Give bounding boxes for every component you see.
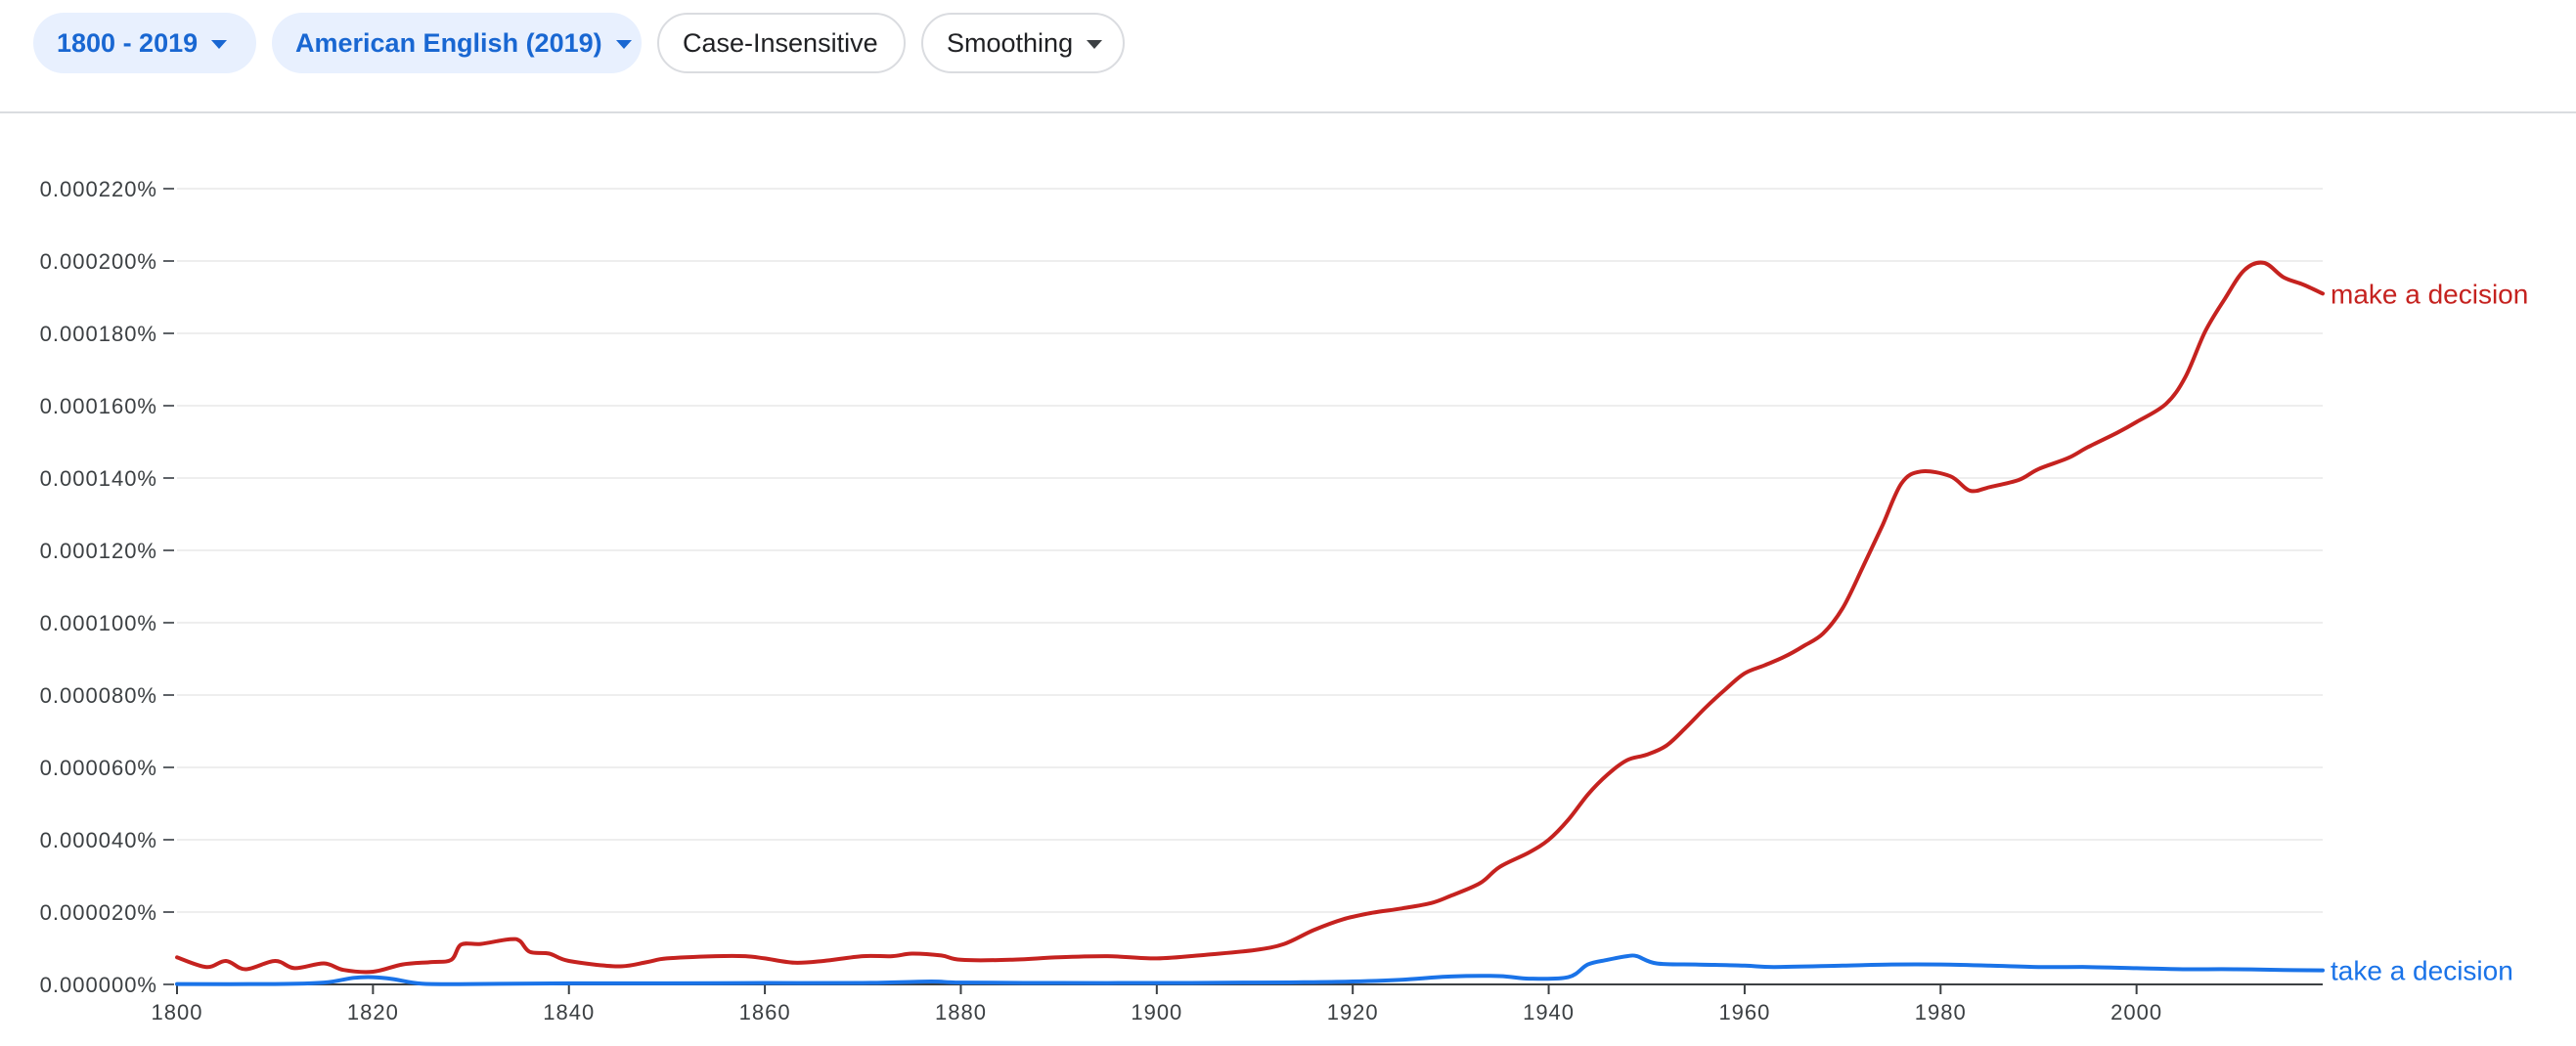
x-tick-label: 1840 — [543, 1000, 595, 1024]
series-line-make-a-decision[interactable] — [175, 260, 2325, 975]
series-label-take-a-decision[interactable]: take a decision — [2331, 956, 2513, 986]
chevron-down-icon — [615, 40, 632, 49]
smoothing-dropdown[interactable]: Smoothing — [921, 13, 1125, 73]
corpus-dropdown[interactable]: American English (2019) — [272, 13, 642, 73]
y-tick-label: 0.000180% — [40, 322, 157, 346]
chevron-down-icon — [211, 40, 228, 49]
series-label-make-a-decision[interactable]: make a decision — [2331, 279, 2528, 309]
year-range-dropdown[interactable]: 1800 - 2019 — [33, 13, 256, 73]
y-tick-label: 0.000160% — [40, 394, 157, 418]
x-tick-label: 1800 — [152, 1000, 203, 1024]
y-tick-label: 0.000200% — [40, 249, 157, 274]
y-tick-label: 0.000220% — [40, 177, 157, 201]
y-tick-label: 0.000000% — [40, 973, 157, 997]
y-tick-label: 0.000060% — [40, 756, 157, 780]
x-tick-label: 1980 — [1915, 1000, 1967, 1024]
y-tick-label: 0.000100% — [40, 611, 157, 635]
y-tick-label: 0.000080% — [40, 683, 157, 708]
y-tick-label: 0.000140% — [40, 466, 157, 491]
series-line-take-a-decision[interactable] — [175, 953, 2325, 986]
y-tick-label: 0.000040% — [40, 828, 157, 852]
smoothing-label: Smoothing — [947, 27, 1074, 58]
y-tick-label: 0.000020% — [40, 900, 157, 925]
year-range-label: 1800 - 2019 — [57, 27, 199, 58]
x-tick-label: 1860 — [739, 1000, 791, 1024]
x-tick-label: 2000 — [2110, 1000, 2162, 1024]
corpus-label: American English (2019) — [295, 27, 602, 58]
grid-lines — [177, 188, 2323, 913]
x-tick-label: 1940 — [1523, 1000, 1575, 1024]
series-lines — [175, 260, 2325, 986]
case-insensitive-toggle[interactable]: Case-Insensitive — [657, 13, 906, 73]
query-toolbar: 1800 - 2019 American English (2019) Case… — [0, 0, 2576, 113]
case-insensitive-label: Case-Insensitive — [683, 27, 878, 58]
axes: 0.000000% 0.000020% 0.000040% 0.000060% 0.00… — [40, 177, 2323, 1024]
y-tick-label: 0.000120% — [40, 539, 157, 563]
x-tick-label: 1820 — [347, 1000, 399, 1024]
x-tick-label: 1900 — [1131, 1000, 1182, 1024]
chevron-down-icon — [1087, 40, 1103, 49]
x-tick-label: 1920 — [1327, 1000, 1379, 1024]
x-tick-label: 1960 — [1718, 1000, 1770, 1024]
x-tick-label: 1880 — [935, 1000, 987, 1024]
series-labels: take a decision make a decision — [2331, 279, 2528, 985]
